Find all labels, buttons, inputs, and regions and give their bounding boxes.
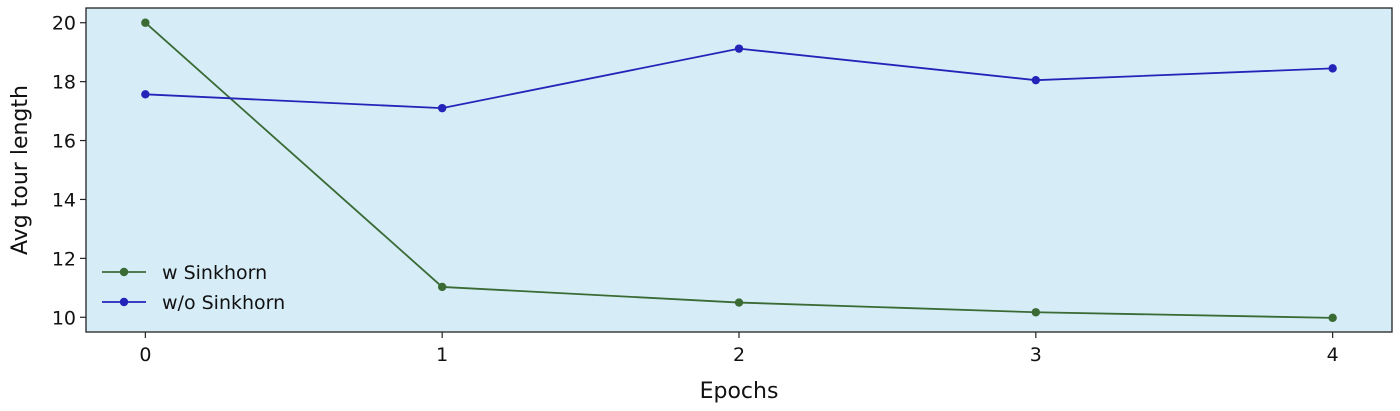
data-point (437, 103, 447, 113)
y-tick-label: 16 (52, 131, 76, 153)
x-tick-label: 3 (1030, 344, 1042, 366)
plot-area (86, 8, 1392, 332)
legend-marker (119, 267, 129, 277)
legend-label: w/o Sinkhorn (162, 292, 285, 314)
series-1 (141, 18, 1337, 323)
data-point (1031, 308, 1041, 317)
data-point (1031, 75, 1041, 85)
legend-item: w/o Sinkhorn (102, 292, 285, 314)
x-tick-label: 1 (436, 344, 448, 366)
legend-marker (119, 297, 129, 307)
legend: w Sinkhorn w/o Sinkhorn (102, 262, 285, 314)
plot-frame (85, 7, 1393, 333)
data-point (1328, 64, 1337, 73)
y-axis-label: Avg tour length (8, 85, 33, 255)
x-tick-label: 2 (733, 344, 745, 366)
x-axis: 0 1 2 3 4 (139, 332, 1339, 366)
legend-label: w Sinkhorn (162, 262, 267, 284)
data-point (141, 90, 150, 99)
y-tick-label: 14 (52, 189, 76, 211)
y-tick-label: 20 (52, 13, 76, 35)
legend-item: w Sinkhorn (102, 262, 267, 284)
data-point (1328, 313, 1337, 323)
x-tick-label: 0 (139, 344, 151, 366)
series-2 (141, 44, 1337, 113)
series-group (141, 18, 1337, 323)
x-tick-label: 4 (1327, 344, 1339, 366)
data-point (141, 18, 150, 27)
y-tick-label: 12 (52, 248, 76, 270)
y-tick-label: 18 (52, 72, 76, 94)
data-point (734, 298, 744, 307)
data-point (734, 44, 744, 53)
y-tick-label: 10 (52, 307, 76, 329)
data-point (437, 282, 447, 292)
y-axis: 10 12 14 16 18 20 (52, 13, 86, 329)
x-axis-label: Epochs (700, 379, 779, 404)
